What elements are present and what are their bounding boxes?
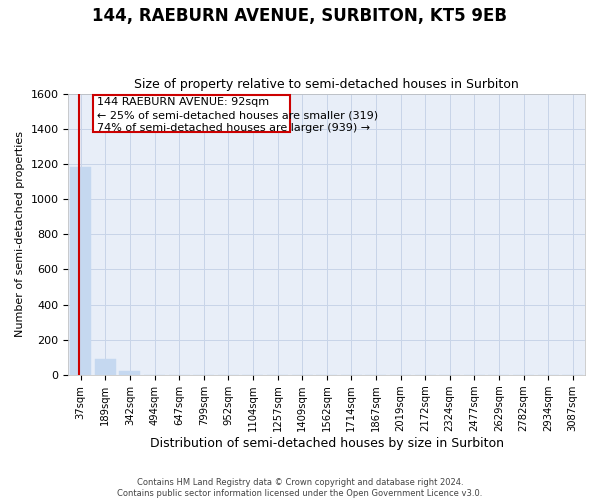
Text: 144 RAEBURN AVENUE: 92sqm
← 25% of semi-detached houses are smaller (319)
74% of: 144 RAEBURN AVENUE: 92sqm ← 25% of semi-… xyxy=(97,97,378,134)
Bar xyxy=(95,359,116,375)
Text: Contains HM Land Registry data © Crown copyright and database right 2024.
Contai: Contains HM Land Registry data © Crown c… xyxy=(118,478,482,498)
Text: 144, RAEBURN AVENUE, SURBITON, KT5 9EB: 144, RAEBURN AVENUE, SURBITON, KT5 9EB xyxy=(92,8,508,26)
Bar xyxy=(70,168,91,375)
X-axis label: Distribution of semi-detached houses by size in Surbiton: Distribution of semi-detached houses by … xyxy=(150,437,504,450)
Bar xyxy=(119,372,140,375)
FancyBboxPatch shape xyxy=(93,96,290,132)
Title: Size of property relative to semi-detached houses in Surbiton: Size of property relative to semi-detach… xyxy=(134,78,519,91)
Y-axis label: Number of semi-detached properties: Number of semi-detached properties xyxy=(15,132,25,338)
